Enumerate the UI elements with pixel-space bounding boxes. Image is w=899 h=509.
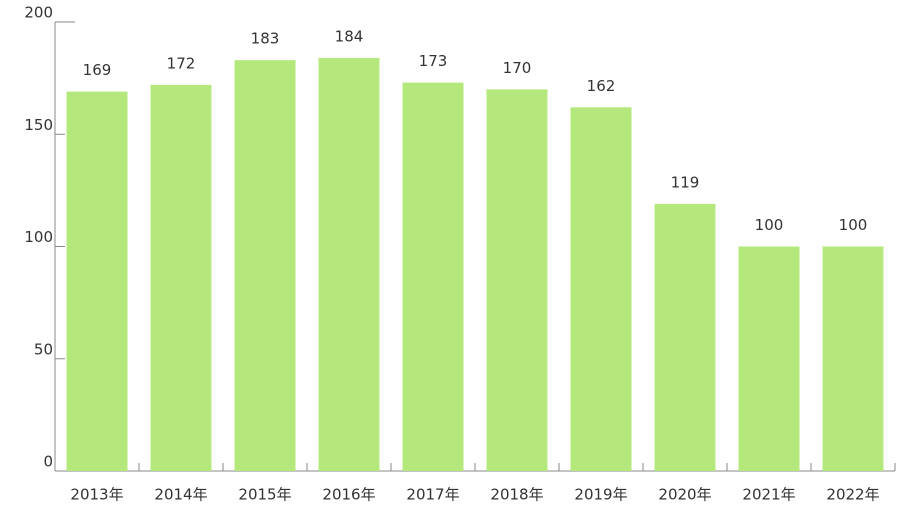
bar	[318, 57, 380, 472]
bar	[570, 107, 632, 471]
data-label: 162	[587, 77, 616, 95]
data-label: 183	[251, 30, 280, 48]
bar	[822, 246, 884, 471]
x-tick-label: 2021年	[742, 486, 795, 504]
data-label: 184	[335, 27, 364, 45]
x-tick-label: 2018年	[490, 486, 543, 504]
bar	[66, 91, 128, 471]
bar	[738, 246, 800, 471]
data-label: 169	[83, 61, 112, 79]
y-tick-label: 150	[24, 116, 53, 134]
data-label: 100	[839, 216, 868, 234]
x-tick-label: 2016年	[322, 486, 375, 504]
x-tick-label: 2020年	[658, 486, 711, 504]
x-tick-label: 2014年	[154, 486, 207, 504]
bar	[150, 84, 212, 472]
y-tick-label: 0	[43, 453, 53, 471]
y-tick-label: 200	[24, 4, 53, 22]
bar	[234, 60, 296, 471]
y-tick-label: 100	[24, 228, 53, 246]
x-tick-label: 2013年	[70, 486, 123, 504]
data-label: 119	[671, 173, 700, 191]
bar	[654, 203, 716, 471]
data-label: 100	[755, 216, 784, 234]
data-label: 170	[503, 59, 532, 77]
x-tick-label: 2022年	[826, 486, 879, 504]
x-tick-label: 2015年	[238, 486, 291, 504]
x-tick-label: 2019年	[574, 486, 627, 504]
x-tick-label: 2017年	[406, 486, 459, 504]
bar	[402, 82, 464, 472]
data-label: 173	[419, 52, 448, 70]
bar	[486, 89, 548, 471]
data-label: 172	[167, 54, 196, 72]
y-tick-label: 50	[34, 340, 53, 358]
